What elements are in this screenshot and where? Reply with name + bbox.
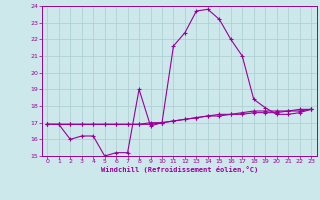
X-axis label: Windchill (Refroidissement éolien,°C): Windchill (Refroidissement éolien,°C) xyxy=(100,166,258,173)
